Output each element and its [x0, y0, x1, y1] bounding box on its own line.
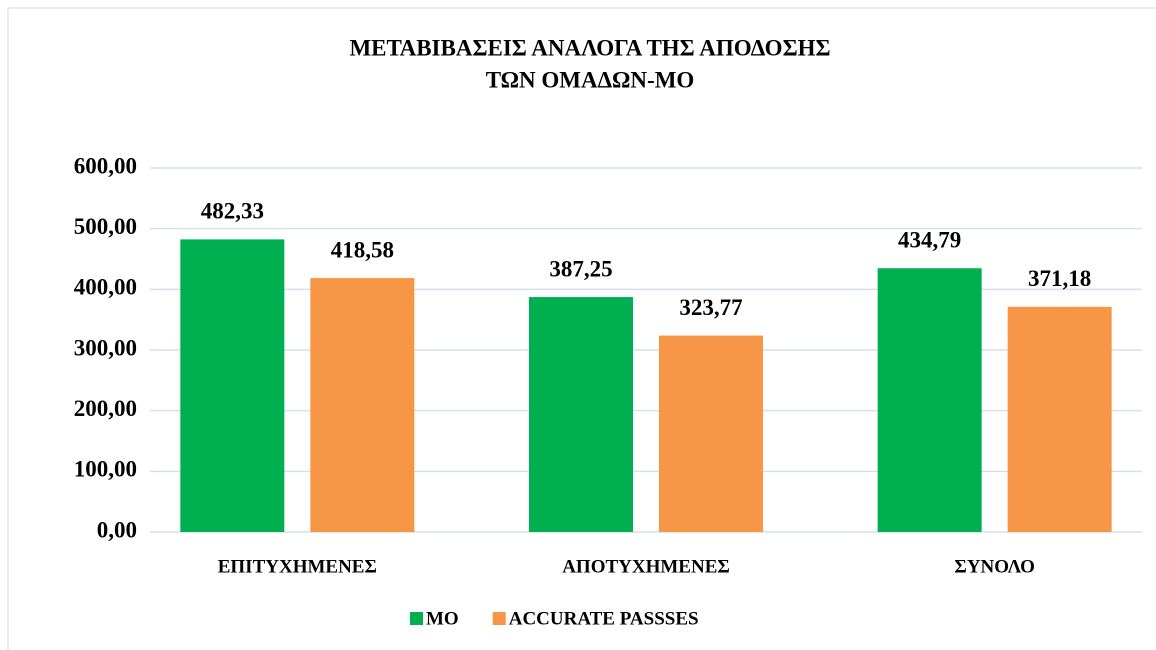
legend-swatch [410, 612, 423, 625]
data-label: 323,77 [679, 295, 742, 320]
data-label: 418,58 [331, 237, 394, 262]
legend-label: ΜΟ [426, 608, 459, 629]
y-tick-label: 600,00 [74, 153, 137, 178]
bar [877, 268, 982, 532]
chart-title: ΤΩΝ ΟΜΑΔΩΝ-ΜΟ [486, 67, 695, 92]
y-tick-label: 500,00 [74, 214, 137, 239]
bar [529, 297, 633, 532]
data-label: 371,18 [1028, 266, 1091, 291]
x-tick-label: ΕΠΙΤΥΧΗΜΕΝΕΣ [218, 556, 377, 577]
legend-swatch [492, 612, 506, 625]
data-label: 387,25 [549, 256, 612, 281]
y-tick-label: 100,00 [74, 457, 137, 482]
y-tick-label: 200,00 [74, 396, 137, 421]
x-tick-label: ΣΥΝΟΛΟ [954, 556, 1035, 577]
y-tick-label: 300,00 [74, 335, 137, 360]
chart-title: ΜΕΤΑΒΙΒΑΣΕΙΣ ΑΝΑΛΟΓΑ ΤΗΣ ΑΠΟΔΟΣΗΣ [349, 35, 830, 60]
data-label: 482,33 [201, 199, 264, 224]
x-tick-label: ΑΠΟΤΥΧΗΜΕΝΕΣ [562, 556, 730, 577]
y-tick-label: 0,00 [97, 517, 137, 542]
bar [310, 278, 415, 532]
bar [659, 335, 763, 532]
bar [1007, 306, 1112, 532]
legend-label: ACCURATE PASSSES [509, 608, 699, 629]
data-label: 434,79 [898, 228, 961, 253]
bar [180, 239, 285, 532]
y-tick-label: 400,00 [74, 275, 137, 300]
